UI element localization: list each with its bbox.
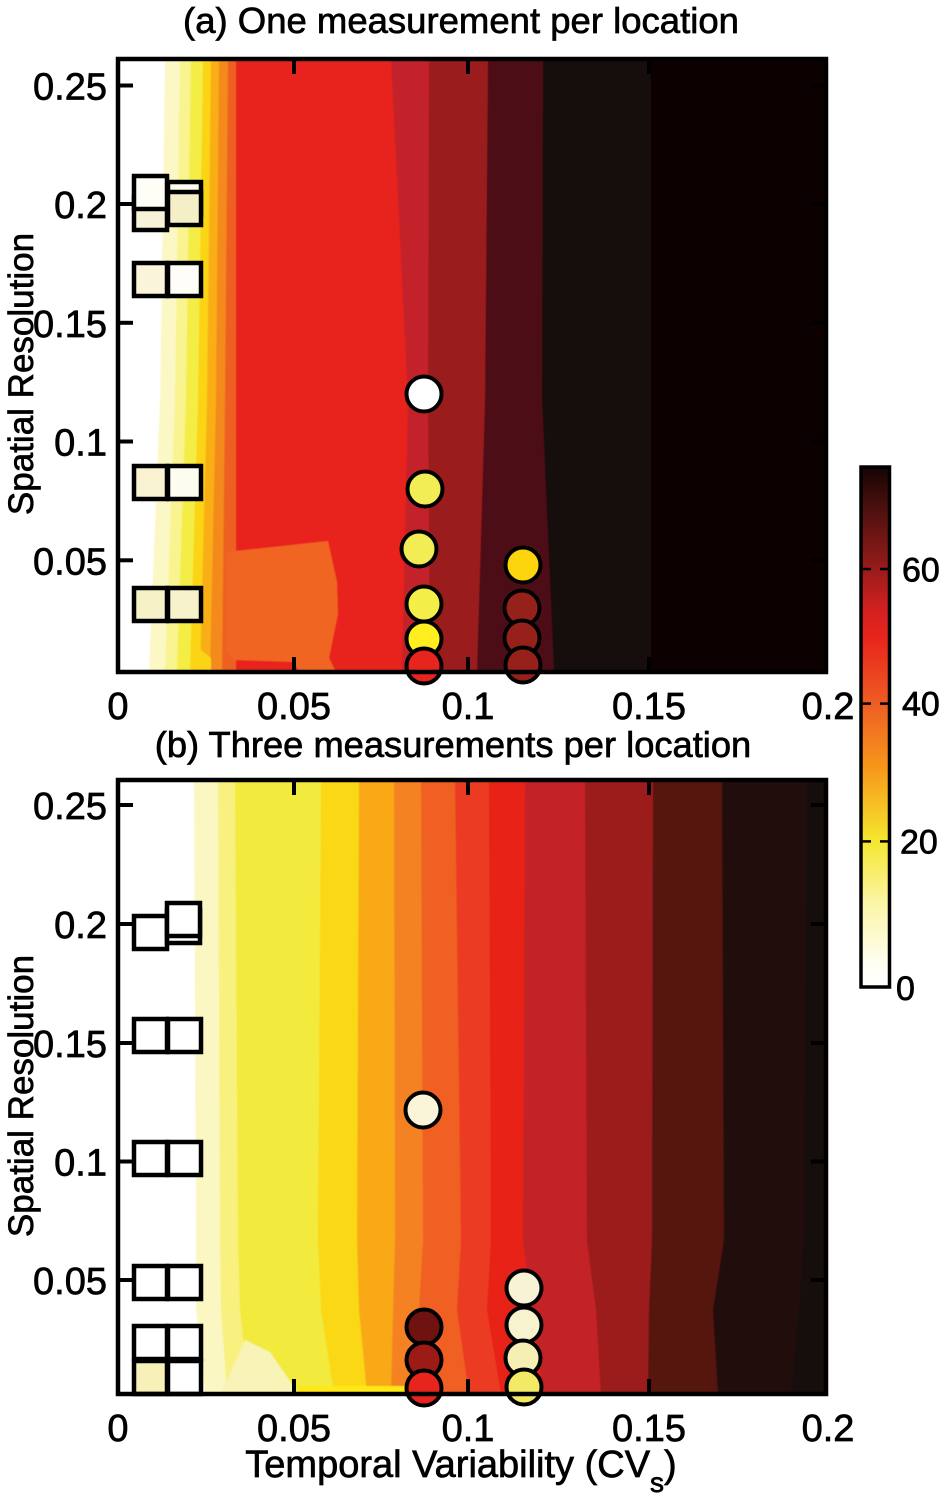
svg-text:40: 40 [902, 686, 940, 724]
svg-text:0.05: 0.05 [257, 1408, 331, 1450]
svg-text:0.05: 0.05 [33, 1261, 107, 1303]
svg-text:0.15: 0.15 [612, 1408, 686, 1450]
svg-text:0: 0 [107, 1408, 128, 1450]
svg-text:0.1: 0.1 [442, 1408, 495, 1450]
svg-text:0: 0 [107, 686, 128, 728]
svg-text:(a) One measurement per locati: (a) One measurement per location [183, 0, 739, 41]
svg-text:Spatial Resolution: Spatial Resolution [2, 233, 41, 515]
svg-text:0.2: 0.2 [802, 686, 855, 728]
svg-text:0: 0 [896, 970, 915, 1008]
svg-text:0.05: 0.05 [33, 541, 107, 583]
svg-text:(b) Three measurements per loc: (b) Three measurements per location [155, 724, 752, 765]
svg-text:0.2: 0.2 [54, 905, 107, 947]
svg-text:0.15: 0.15 [33, 304, 107, 346]
svg-text:Temporal Variability (CVs): Temporal Variability (CVs) [245, 1444, 676, 1498]
svg-text:0.15: 0.15 [33, 1024, 107, 1066]
svg-text:0.25: 0.25 [33, 786, 107, 828]
svg-text:0.1: 0.1 [54, 1143, 107, 1185]
svg-text:20: 20 [900, 824, 938, 862]
svg-text:0.25: 0.25 [33, 67, 107, 109]
svg-text:0.05: 0.05 [257, 686, 331, 728]
svg-text:60: 60 [902, 552, 940, 590]
svg-text:0.15: 0.15 [612, 686, 686, 728]
svg-text:0.1: 0.1 [442, 686, 495, 728]
svg-text:0.1: 0.1 [54, 423, 107, 465]
svg-text:0.2: 0.2 [54, 185, 107, 227]
svg-text:Spatial Resolution: Spatial Resolution [2, 955, 41, 1237]
svg-text:0.2: 0.2 [802, 1408, 855, 1450]
